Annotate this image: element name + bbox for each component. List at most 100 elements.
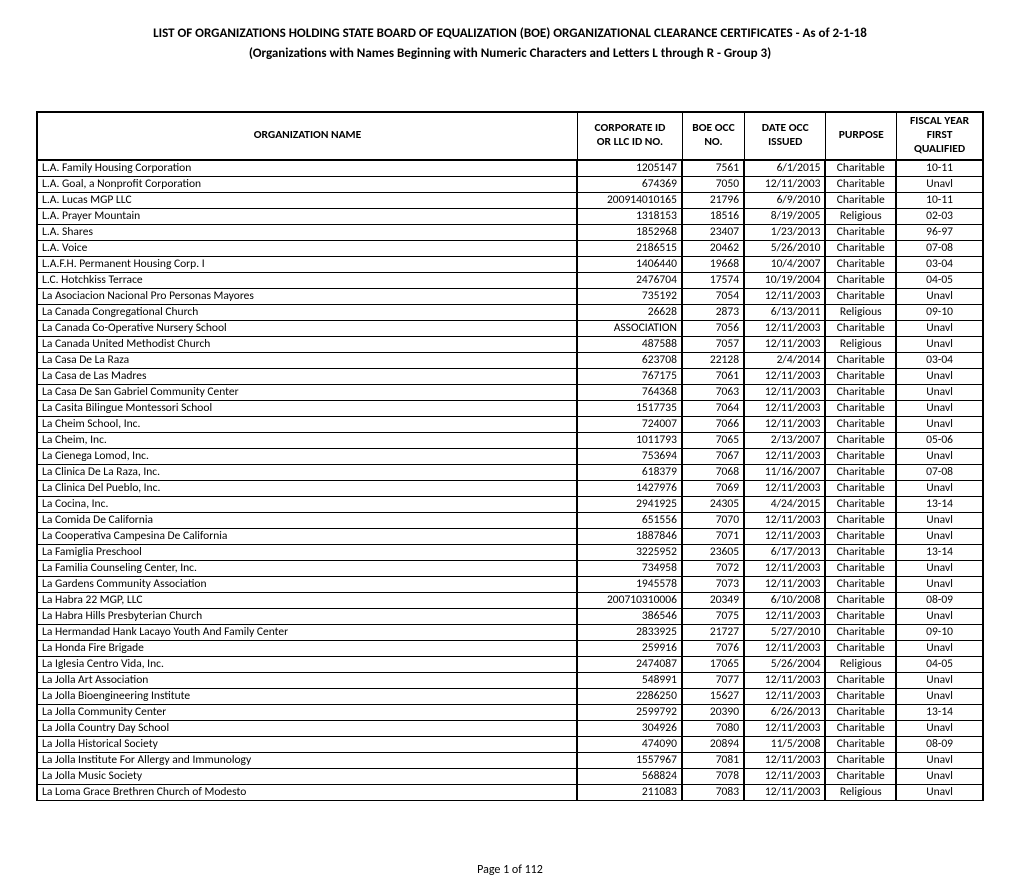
table-cell: 04-05 <box>896 657 984 673</box>
table-cell: 20894 <box>682 737 744 753</box>
table-cell: 10/4/2007 <box>744 257 825 273</box>
table-cell: 09-10 <box>896 625 984 641</box>
table-cell: 1/23/2013 <box>744 225 825 241</box>
table-cell: 1852968 <box>577 225 682 241</box>
table-cell: Charitable <box>825 321 896 337</box>
table-cell: 7054 <box>682 289 744 305</box>
header-fy-l3: QUALIFIED <box>901 143 978 157</box>
table-cell: La Habra Hills Presbyterian Church <box>36 609 577 625</box>
table-row: La Cheim School, Inc.724007706612/11/200… <box>36 417 984 433</box>
table-row: La Gardens Community Association19455787… <box>36 577 984 593</box>
table-cell: La Hermandad Hank Lacayo Youth And Famil… <box>36 625 577 641</box>
table-cell: 12/11/2003 <box>744 609 825 625</box>
table-cell: 1011793 <box>577 433 682 449</box>
table-row: La Jolla Art Association548991707712/11/… <box>36 673 984 689</box>
table-cell: Unavl <box>896 529 984 545</box>
table-cell: 03-04 <box>896 353 984 369</box>
table-row: La Cocina, Inc.2941925243054/24/2015Char… <box>36 497 984 513</box>
table-cell: 724007 <box>577 417 682 433</box>
org-table: ORGANIZATION NAME CORPORATE ID OR LLC ID… <box>36 111 984 801</box>
table-cell: 1205147 <box>577 161 682 177</box>
table-cell: 2599792 <box>577 705 682 721</box>
table-cell: 2286250 <box>577 689 682 705</box>
table-cell: Unavl <box>896 449 984 465</box>
table-cell: Unavl <box>896 337 984 353</box>
table-cell: Charitable <box>825 513 896 529</box>
table-cell: La Asociacion Nacional Pro Personas Mayo… <box>36 289 577 305</box>
table-row: La Jolla Historical Society4740902089411… <box>36 737 984 753</box>
table-cell: 12/11/2003 <box>744 721 825 737</box>
table-cell: La Famiglia Preschool <box>36 545 577 561</box>
table-cell: Unavl <box>896 673 984 689</box>
header-fy: FISCAL YEAR FIRST QUALIFIED <box>896 111 984 161</box>
table-cell: La Jolla Country Day School <box>36 721 577 737</box>
table-cell: Religious <box>825 305 896 321</box>
table-cell: Charitable <box>825 289 896 305</box>
table-cell: Charitable <box>825 177 896 193</box>
table-cell: Charitable <box>825 497 896 513</box>
table-row: La Clinica Del Pueblo, Inc.1427976706912… <box>36 481 984 497</box>
table-cell: 12/11/2003 <box>744 289 825 305</box>
table-cell: La Clinica De La Raza, Inc. <box>36 465 577 481</box>
table-row: La Canada Congregational Church266282873… <box>36 305 984 321</box>
table-cell: L.A. Shares <box>36 225 577 241</box>
table-cell: Religious <box>825 337 896 353</box>
table-cell: 12/11/2003 <box>744 769 825 785</box>
title-block: LIST OF ORGANIZATIONS HOLDING STATE BOAR… <box>36 24 984 63</box>
table-cell: 11/5/2008 <box>744 737 825 753</box>
table-cell: 7076 <box>682 641 744 657</box>
table-cell: 12/11/2003 <box>744 785 825 801</box>
table-cell: 19668 <box>682 257 744 273</box>
table-cell: Charitable <box>825 625 896 641</box>
table-cell: Charitable <box>825 465 896 481</box>
table-row: La Canada United Methodist Church4875887… <box>36 337 984 353</box>
table-cell: 2476704 <box>577 273 682 289</box>
table-cell: L.A. Voice <box>36 241 577 257</box>
table-cell: 200710310006 <box>577 593 682 609</box>
table-row: La Jolla Country Day School304926708012/… <box>36 721 984 737</box>
table-cell: Charitable <box>825 273 896 289</box>
table-cell: Unavl <box>896 417 984 433</box>
table-cell: 2186515 <box>577 241 682 257</box>
table-cell: Charitable <box>825 353 896 369</box>
table-cell: 674369 <box>577 177 682 193</box>
table-cell: La Jolla Music Society <box>36 769 577 785</box>
table-row: L.A.F.H. Permanent Housing Corp. I140644… <box>36 257 984 273</box>
table-cell: 07-08 <box>896 241 984 257</box>
table-cell: 386546 <box>577 609 682 625</box>
table-cell: 6/10/2008 <box>744 593 825 609</box>
table-cell: Unavl <box>896 321 984 337</box>
header-corp-l1: CORPORATE ID <box>582 122 678 136</box>
table-cell: L.A. Prayer Mountain <box>36 209 577 225</box>
table-cell: Religious <box>825 209 896 225</box>
table-row: La Cooperativa Campesina De California18… <box>36 529 984 545</box>
table-cell: 7072 <box>682 561 744 577</box>
table-cell: 12/11/2003 <box>744 641 825 657</box>
table-cell: 7083 <box>682 785 744 801</box>
table-row: La Asociacion Nacional Pro Personas Mayo… <box>36 289 984 305</box>
table-cell: 03-04 <box>896 257 984 273</box>
table-cell: La Cheim, Inc. <box>36 433 577 449</box>
table-cell: 7068 <box>682 465 744 481</box>
table-row: La Hermandad Hank Lacayo Youth And Famil… <box>36 625 984 641</box>
table-cell: La Habra 22 MGP, LLC <box>36 593 577 609</box>
table-cell: La Canada United Methodist Church <box>36 337 577 353</box>
table-row: L.A. Voice2186515204625/26/2010Charitabl… <box>36 241 984 257</box>
table-row: La Casa De San Gabriel Community Center7… <box>36 385 984 401</box>
table-cell: 17065 <box>682 657 744 673</box>
table-row: La Habra 22 MGP, LLC200710310006203496/1… <box>36 593 984 609</box>
table-cell: 2474087 <box>577 657 682 673</box>
table-cell: 1887846 <box>577 529 682 545</box>
table-cell: 05-06 <box>896 433 984 449</box>
table-cell: 12/11/2003 <box>744 689 825 705</box>
table-cell: Charitable <box>825 241 896 257</box>
table-row: La Comida De California651556707012/11/2… <box>36 513 984 529</box>
title-line-2: (Organizations with Names Beginning with… <box>36 44 984 64</box>
table-cell: 7067 <box>682 449 744 465</box>
table-cell: Unavl <box>896 385 984 401</box>
table-cell: La Familia Counseling Center, Inc. <box>36 561 577 577</box>
page-footer: Page 1 of 112 <box>36 863 984 877</box>
table-row: La Jolla Community Center2599792203906/2… <box>36 705 984 721</box>
table-row: L.A. Lucas MGP LLC200914010165217966/9/2… <box>36 193 984 209</box>
table-cell: Charitable <box>825 417 896 433</box>
